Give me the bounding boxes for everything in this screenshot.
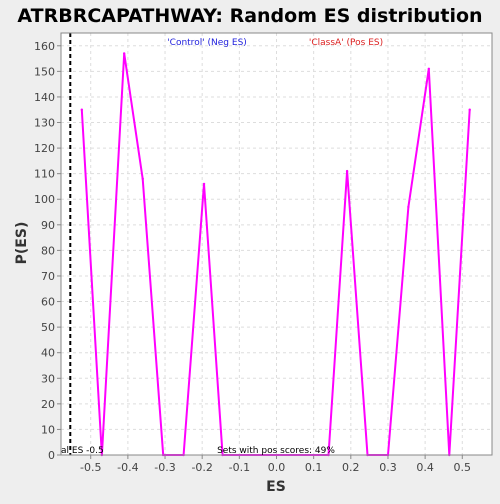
actual-es-label: al ES -0.5	[61, 446, 104, 456]
y-tick-label: 80	[41, 244, 55, 257]
x-tick-label: -0.4	[117, 461, 138, 474]
x-tick-label: 0.5	[454, 461, 472, 474]
x-tick-label: 0.3	[379, 461, 397, 474]
y-tick-label: 140	[34, 91, 55, 104]
y-tick-label: 120	[34, 142, 55, 155]
y-tick-label: 60	[41, 296, 55, 309]
x-tick-label: 0.2	[342, 461, 360, 474]
data-point	[202, 182, 206, 186]
x-tick-label: -0.5	[80, 461, 101, 474]
y-tick-label: 40	[41, 347, 55, 360]
plot-border	[60, 32, 493, 456]
legend-classa: 'ClassA' (Pos ES)	[309, 38, 383, 48]
chart-title: ATRBRCAPATHWAY: Random ES distribution	[17, 5, 482, 27]
y-tick-label: 70	[41, 270, 55, 283]
y-tick-label: 130	[34, 117, 55, 130]
y-tick-label: 0	[48, 449, 55, 462]
y-tick-label: 100	[34, 193, 55, 206]
x-tick-label: -0.3	[154, 461, 175, 474]
x-tick-label: 0.4	[416, 461, 434, 474]
data-point	[345, 169, 349, 173]
x-tick-label: -0.1	[229, 461, 250, 474]
data-point	[407, 205, 410, 209]
pos-scores-label: Sets with pos scores: 49%	[217, 446, 335, 456]
data-point	[468, 108, 471, 111]
data-point	[122, 52, 126, 55]
data-point	[80, 108, 84, 111]
data-point	[141, 177, 144, 180]
y-tick-label: 10	[41, 423, 55, 436]
x-tick-label: 0.1	[305, 461, 323, 474]
x-axis-label: ES	[266, 479, 286, 495]
y-tick-label: 90	[41, 219, 55, 232]
x-tick-label: 0.0	[268, 461, 286, 474]
y-axis-label: P(ES)	[14, 222, 30, 265]
y-tick-label: 160	[34, 40, 55, 53]
y-tick-label: 30	[41, 372, 55, 385]
y-tick-label: 50	[41, 321, 55, 334]
y-tick-label: 150	[34, 65, 55, 78]
y-tick-label: 20	[41, 398, 55, 411]
axis-ticks: 0 10 20 30 40 50 60 70 80 90 100 110 120 130 140 150 160…	[34, 40, 471, 474]
legend-control: 'Control' (Neg ES)	[167, 38, 247, 48]
data-point	[427, 67, 431, 71]
y-tick-label: 110	[34, 168, 55, 181]
x-tick-label: -0.2	[191, 461, 212, 474]
